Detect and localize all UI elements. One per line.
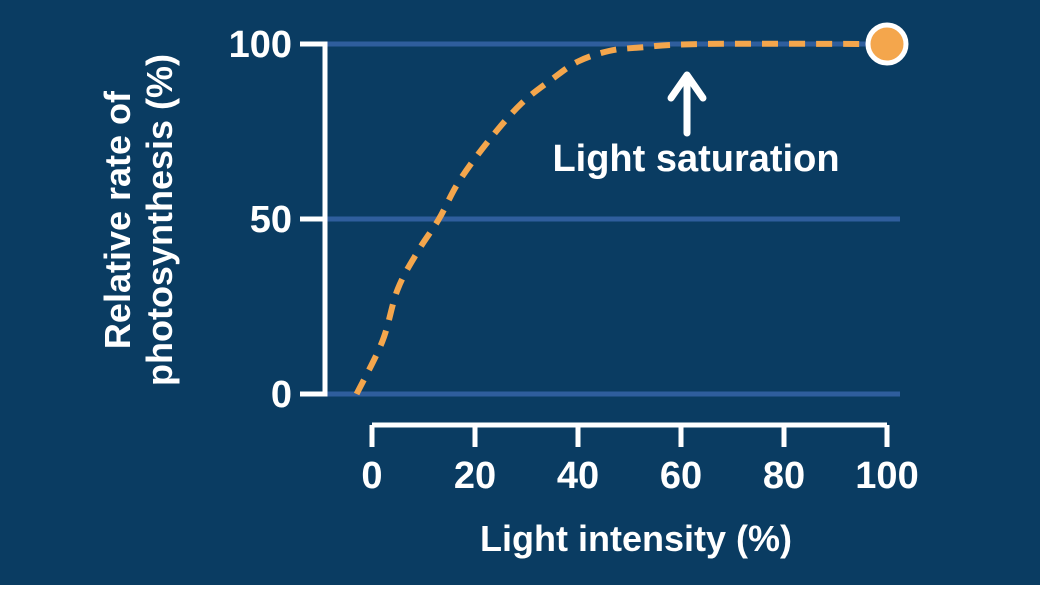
x-axis <box>369 422 890 447</box>
y-tick-label-50: 50 <box>250 199 292 241</box>
y-tick-label-100: 100 <box>229 24 292 66</box>
y-axis-title-line1: Relative rate of <box>97 90 138 349</box>
x-axis-title: Light intensity (%) <box>480 518 792 559</box>
x-tick-label-60: 60 <box>660 455 702 497</box>
up-arrow-head <box>667 71 707 102</box>
x-tick-label-20: 20 <box>454 455 496 497</box>
up-arrow-icon <box>667 71 707 137</box>
x-tick-label-40: 40 <box>557 455 599 497</box>
y-tick-label-0: 0 <box>271 374 292 416</box>
x-tick-label-0: 0 <box>361 455 382 497</box>
x-tick-label-80: 80 <box>763 455 805 497</box>
y-tick-labels: 0 50 100 <box>229 24 292 416</box>
saturation-point-marker <box>865 22 909 66</box>
x-tick-label-100: 100 <box>855 455 918 497</box>
y-axis-title-line2: photosynthesis (%) <box>139 54 180 386</box>
x-tick-labels: 0 20 40 60 80 100 <box>361 455 918 497</box>
y-axis <box>300 41 328 397</box>
photosynthesis-curve <box>353 40 888 396</box>
light-saturation-label: Light saturation <box>552 138 839 180</box>
